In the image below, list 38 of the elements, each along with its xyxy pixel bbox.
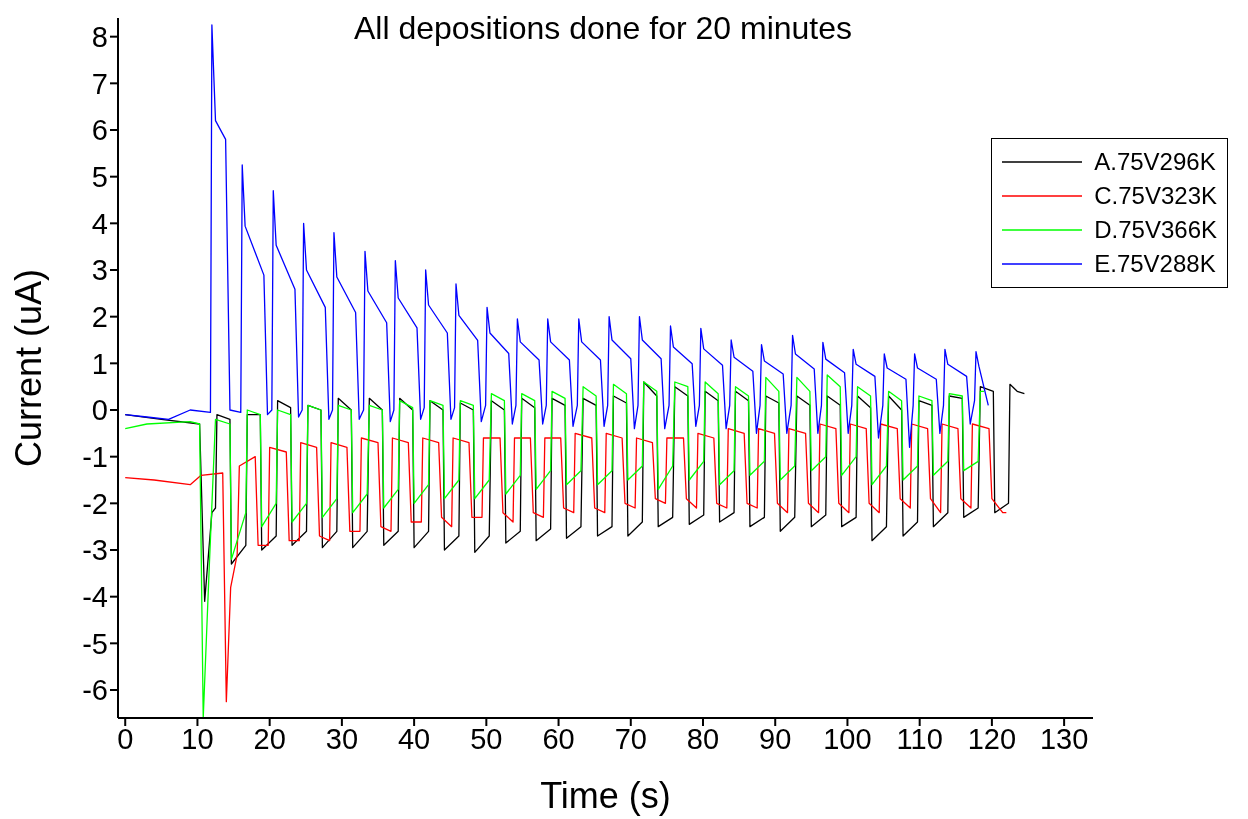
legend-label: C.75V323K [1094,182,1217,210]
y-tick-label: 5 [91,160,108,193]
x-tick-label: 130 [1039,722,1089,755]
y-tick-label: 8 [91,20,108,53]
x-tick-label: 0 [117,722,134,755]
y-tick-label: 4 [91,207,108,240]
x-tick-label: 70 [614,722,647,755]
x-axis-title: Time (s) [540,775,671,816]
x-tick-label: 110 [896,722,943,755]
legend-label: A.75V296K [1094,148,1216,176]
y-tick-label: 0 [91,394,108,427]
x-tick-label: 60 [542,722,575,755]
y-tick-label: 2 [91,300,108,333]
legend-label: D.75V366K [1094,216,1217,244]
x-tick-label: 90 [759,722,792,755]
line-series [124,423,1007,703]
x-tick-label: 30 [325,722,359,755]
y-tick-label: -3 [82,534,108,567]
y-tick-label: 1 [91,347,108,380]
y-tick-label: -4 [82,580,108,613]
x-tick-label: 40 [397,722,431,755]
y-tick-label: -1 [82,440,108,473]
y-tick-label: 3 [91,254,108,287]
x-tick-label: 80 [686,722,720,755]
y-tick-label: -6 [82,674,108,707]
y-axis-title: Current (uA) [7,268,49,468]
legend-label: E.75V288K [1094,250,1216,278]
line-series [124,374,985,718]
x-tick-label: 10 [181,722,214,755]
y-tick-label: 7 [91,67,108,100]
y-tick-label: 6 [91,114,108,147]
x-tick-label: 50 [470,722,503,755]
x-tick-label: 120 [967,722,1017,755]
x-tick-label: 100 [823,722,872,755]
x-tick-label: 20 [253,722,286,755]
y-tick-label: -5 [82,627,108,660]
y-tick-label: -2 [82,487,108,520]
chart-title: All depositions done for 20 minutes [352,9,854,48]
